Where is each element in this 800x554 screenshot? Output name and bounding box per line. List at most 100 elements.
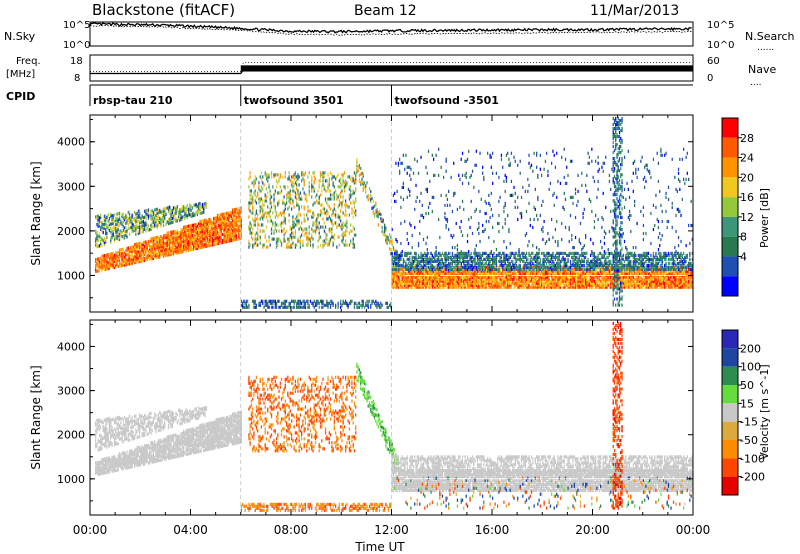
power-echo-cell (124, 226, 125, 229)
power-echo-cell (160, 218, 161, 221)
power-echo-cell (100, 226, 101, 229)
power-echo-cell (387, 235, 388, 238)
power-echo-cell (311, 234, 312, 237)
power-echo-cell (251, 232, 252, 235)
power-echo-cell (182, 228, 183, 231)
power-echo-cell (294, 189, 295, 192)
power-echo-cell (217, 226, 218, 229)
power-echo-cell (635, 278, 636, 281)
power-echo-cell (250, 189, 251, 192)
power-echo-cell (333, 242, 334, 245)
power-echo-cell (320, 203, 321, 206)
power-echo-cell (330, 197, 331, 200)
power-echo-cell (292, 175, 293, 178)
power-echo-cell (275, 189, 276, 192)
power-echo-cell (334, 213, 335, 216)
power-echo-cell (248, 185, 249, 188)
power-echo-cell (263, 244, 264, 247)
power-echo-cell (287, 246, 288, 249)
power-echo-cell (164, 215, 165, 218)
power-echo-cell (322, 179, 323, 182)
power-echo-cell (236, 208, 237, 211)
power-echo-cell (101, 255, 102, 258)
power-echo-cell (270, 219, 271, 222)
power-echo-cell (314, 213, 315, 216)
cpid-strip: rbsp-tau 210 twofsound 3501 twofsound -350… (90, 85, 693, 107)
power-echo-cell (128, 217, 129, 220)
power-echo-cell (224, 232, 225, 235)
power-echo-cell (167, 254, 168, 257)
power-echo-cell (98, 235, 99, 238)
noise-series-nsky (90, 23, 692, 33)
power-echo-cell (260, 189, 261, 192)
power-echo-cell (261, 177, 262, 180)
power-echo-cell (261, 197, 262, 200)
power-echo-cell (348, 175, 349, 178)
power-echo-cell (179, 231, 180, 234)
power-echo-cell (211, 219, 212, 222)
power-echo-cell (291, 197, 292, 200)
power-echo-cell (261, 205, 262, 208)
power-echo-cell (184, 226, 185, 229)
power-echo-cell (429, 282, 430, 285)
power-echo-cell (314, 175, 315, 178)
power-echo-cell (354, 191, 355, 194)
power-echo-cell (314, 221, 315, 224)
power-echo-cell (142, 225, 143, 228)
power-echo-cell (301, 221, 302, 224)
power-echo-cell (105, 238, 106, 241)
power-echo-cell (315, 177, 316, 180)
power-echo-cell (311, 175, 312, 178)
power-echo-cell (574, 284, 575, 287)
power-echo-cell (292, 223, 293, 226)
power-echo-cell (130, 246, 131, 249)
power-echo-cell (344, 213, 345, 216)
power-echo-cell (378, 211, 379, 214)
power-echo-cell (422, 276, 423, 279)
power-echo-cell (268, 236, 269, 239)
power-echo-cell (152, 221, 153, 224)
power-echo-cell (276, 223, 277, 226)
power-echo-cell (226, 222, 227, 225)
power-echo-cell (320, 244, 321, 247)
power-echo-cell (511, 274, 512, 277)
power-echo-cell (282, 199, 283, 202)
power-echo-cell (233, 208, 234, 211)
power-echo-cell (138, 226, 139, 229)
power-echo-cell (420, 284, 421, 287)
power-echo-cell (379, 210, 380, 213)
power-echo-cell (267, 219, 268, 222)
power-echo-cell (256, 177, 257, 180)
power-echo-cell (170, 209, 171, 212)
power-echo-cell (289, 246, 290, 249)
power-echo-cell (145, 221, 146, 224)
power-echo-cell (255, 193, 256, 196)
power-echo-cell (340, 191, 341, 194)
power-echo-cell (287, 238, 288, 241)
power-echo-cell (165, 207, 166, 210)
power-echo-cell (108, 261, 109, 264)
power-echo-cell (398, 276, 399, 279)
power-echo-cell (295, 171, 296, 174)
freq-dense-band (241, 65, 693, 71)
power-echo-cell (232, 239, 233, 242)
nsky-label: N.Sky (4, 30, 36, 43)
power-echo-cell (134, 211, 135, 214)
power-echo-cell (273, 193, 274, 196)
power-echo-cell (180, 228, 181, 231)
power-echo-cell (99, 216, 100, 219)
power-echo-cell (278, 177, 279, 180)
power-echo-cell (203, 203, 204, 206)
power-echo-cell (271, 195, 272, 198)
power-echo-cell (281, 213, 282, 216)
power-echo-cell (299, 183, 300, 186)
power-echo-cell (528, 284, 529, 287)
power-echo-cell (296, 179, 297, 182)
power-echo-cell (471, 282, 472, 285)
power-echo-cell (267, 191, 268, 194)
power-echo-cell (201, 220, 202, 223)
power-echo-cell (270, 215, 271, 218)
power-echo-cell (284, 185, 285, 188)
power-echo-cell (419, 266, 420, 269)
power-echo-cell (115, 261, 116, 264)
